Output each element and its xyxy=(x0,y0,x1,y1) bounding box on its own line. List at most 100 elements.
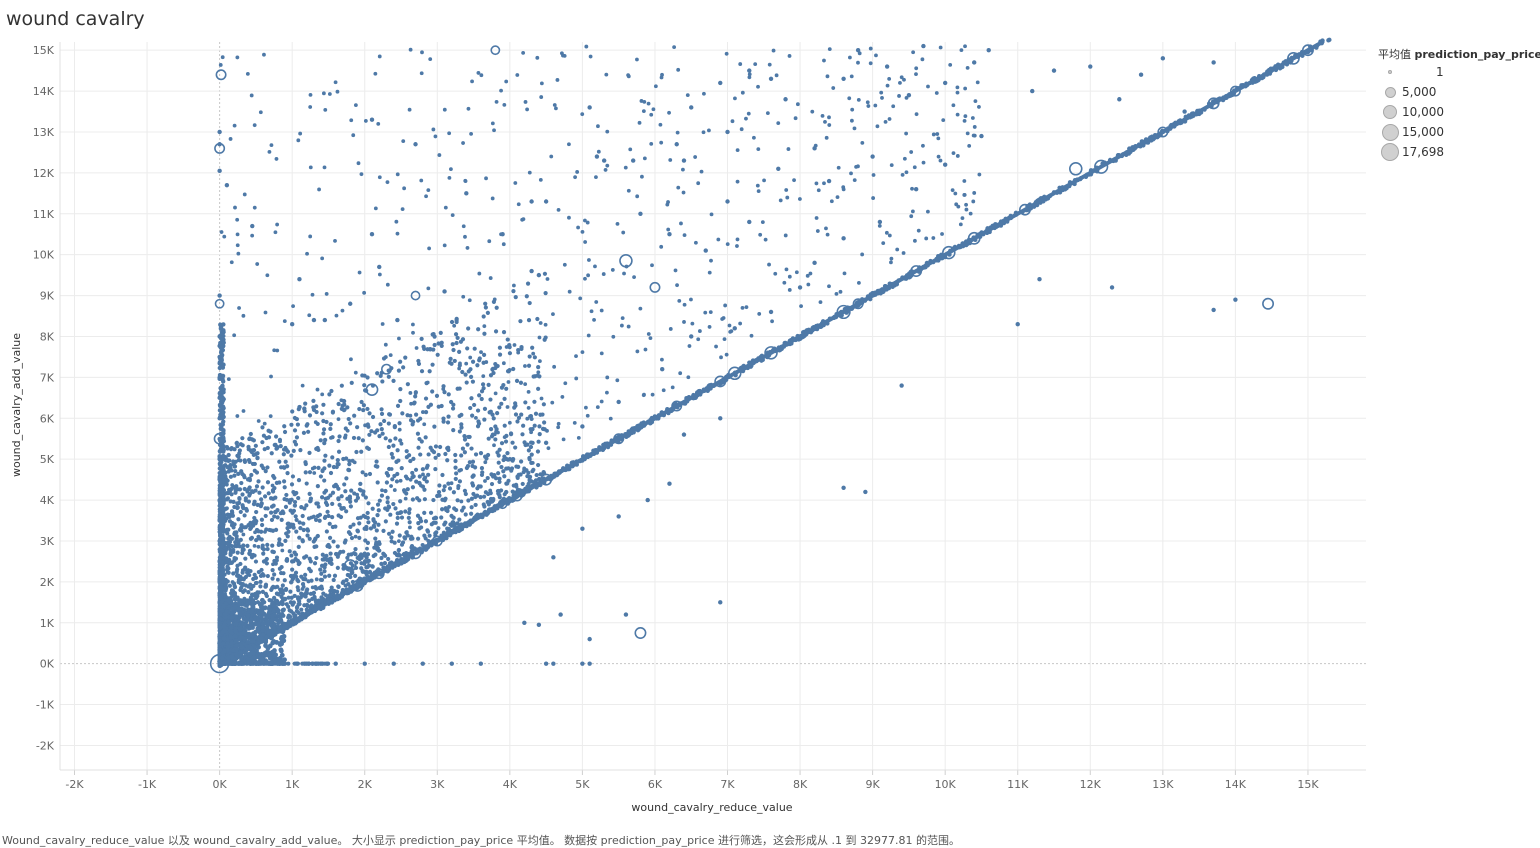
data-point[interactable] xyxy=(552,364,557,369)
data-point[interactable] xyxy=(873,103,878,108)
data-point[interactable] xyxy=(270,543,275,548)
data-point[interactable] xyxy=(296,495,301,501)
data-point[interactable] xyxy=(303,401,308,406)
data-point[interactable] xyxy=(376,122,381,126)
data-point[interactable] xyxy=(373,71,378,76)
data-point[interactable] xyxy=(307,470,313,475)
data-point[interactable] xyxy=(303,572,308,577)
data-point[interactable] xyxy=(229,523,234,528)
data-point[interactable] xyxy=(316,504,321,509)
data-point[interactable] xyxy=(502,396,507,402)
data-point[interactable] xyxy=(605,375,610,380)
data-point[interactable] xyxy=(481,386,486,391)
data-point[interactable] xyxy=(359,172,364,177)
data-point[interactable] xyxy=(621,230,626,235)
data-point[interactable] xyxy=(497,345,503,350)
data-point[interactable] xyxy=(233,205,237,210)
data-point[interactable] xyxy=(650,392,655,397)
data-point[interactable] xyxy=(422,346,427,352)
data-point[interactable] xyxy=(856,97,861,102)
data-point[interactable] xyxy=(343,489,348,494)
data-point[interactable] xyxy=(229,260,234,265)
data-point[interactable] xyxy=(519,459,524,464)
data-point[interactable] xyxy=(356,556,361,560)
data-point[interactable] xyxy=(460,446,466,451)
data-point[interactable] xyxy=(421,410,425,414)
data-point[interactable] xyxy=(328,593,333,598)
data-point[interactable] xyxy=(360,373,365,378)
data-point[interactable] xyxy=(236,471,241,477)
data-point[interactable] xyxy=(787,54,792,58)
data-point[interactable] xyxy=(635,194,640,199)
data-point[interactable] xyxy=(469,496,474,501)
data-point[interactable] xyxy=(422,510,427,515)
data-point[interactable] xyxy=(486,502,491,507)
data-point[interactable] xyxy=(537,476,542,482)
data-point[interactable] xyxy=(390,529,395,534)
data-point[interactable] xyxy=(228,474,233,479)
data-point[interactable] xyxy=(389,467,394,471)
data-point[interactable] xyxy=(909,214,914,219)
data-point[interactable] xyxy=(265,445,270,451)
data-point[interactable] xyxy=(377,272,382,277)
data-point[interactable] xyxy=(247,476,252,481)
data-point[interactable] xyxy=(252,468,257,473)
data-point[interactable] xyxy=(626,74,631,79)
data-point[interactable] xyxy=(787,288,792,292)
data-point[interactable] xyxy=(335,461,340,466)
data-point[interactable] xyxy=(724,352,729,357)
data-point[interactable] xyxy=(262,494,268,499)
data-point[interactable] xyxy=(327,573,332,578)
data-point[interactable] xyxy=(971,199,976,204)
data-point[interactable] xyxy=(516,202,521,207)
data-point[interactable] xyxy=(346,467,351,473)
data-point[interactable] xyxy=(463,491,468,497)
data-point[interactable] xyxy=(586,273,591,278)
data-point[interactable] xyxy=(240,492,245,497)
data-point[interactable] xyxy=(450,213,455,218)
data-point[interactable] xyxy=(516,350,521,355)
data-point[interactable] xyxy=(379,561,384,566)
data-point[interactable] xyxy=(470,79,474,84)
data-point[interactable] xyxy=(623,165,628,170)
data-point[interactable] xyxy=(765,111,770,116)
data-point[interactable] xyxy=(366,501,371,506)
data-point[interactable] xyxy=(827,47,832,51)
data-point[interactable] xyxy=(239,585,244,590)
data-point[interactable] xyxy=(338,549,343,555)
data-point[interactable] xyxy=(538,359,542,364)
data-point[interactable] xyxy=(902,156,907,161)
data-point[interactable] xyxy=(304,503,309,508)
data-point[interactable] xyxy=(505,337,510,342)
data-point[interactable] xyxy=(453,476,458,482)
data-point[interactable] xyxy=(390,455,395,460)
data-point[interactable] xyxy=(955,154,960,158)
data-point[interactable] xyxy=(284,558,290,563)
data-point[interactable] xyxy=(273,509,278,515)
data-point[interactable] xyxy=(849,171,853,176)
data-point[interactable] xyxy=(449,319,455,325)
data-point[interactable] xyxy=(221,453,226,458)
data-point[interactable] xyxy=(815,229,820,233)
data-point[interactable] xyxy=(234,536,239,541)
data-point[interactable] xyxy=(228,547,233,552)
data-point[interactable] xyxy=(242,525,247,530)
data-point[interactable] xyxy=(540,426,546,431)
data-point[interactable] xyxy=(396,548,401,553)
data-point[interactable] xyxy=(230,483,235,487)
data-point[interactable] xyxy=(451,347,456,353)
data-point[interactable] xyxy=(453,452,458,458)
data-point[interactable] xyxy=(642,99,647,104)
data-point[interactable] xyxy=(249,523,254,528)
data-point[interactable] xyxy=(488,409,493,414)
data-point[interactable] xyxy=(285,449,291,454)
data-point[interactable] xyxy=(806,282,811,287)
data-point[interactable] xyxy=(258,584,263,589)
data-point[interactable] xyxy=(940,232,944,236)
data-point[interactable] xyxy=(461,224,466,229)
data-point[interactable] xyxy=(507,368,512,373)
data-point[interactable] xyxy=(543,291,548,296)
data-point[interactable] xyxy=(483,460,488,465)
data-point[interactable] xyxy=(576,225,580,230)
data-point[interactable] xyxy=(825,74,830,79)
